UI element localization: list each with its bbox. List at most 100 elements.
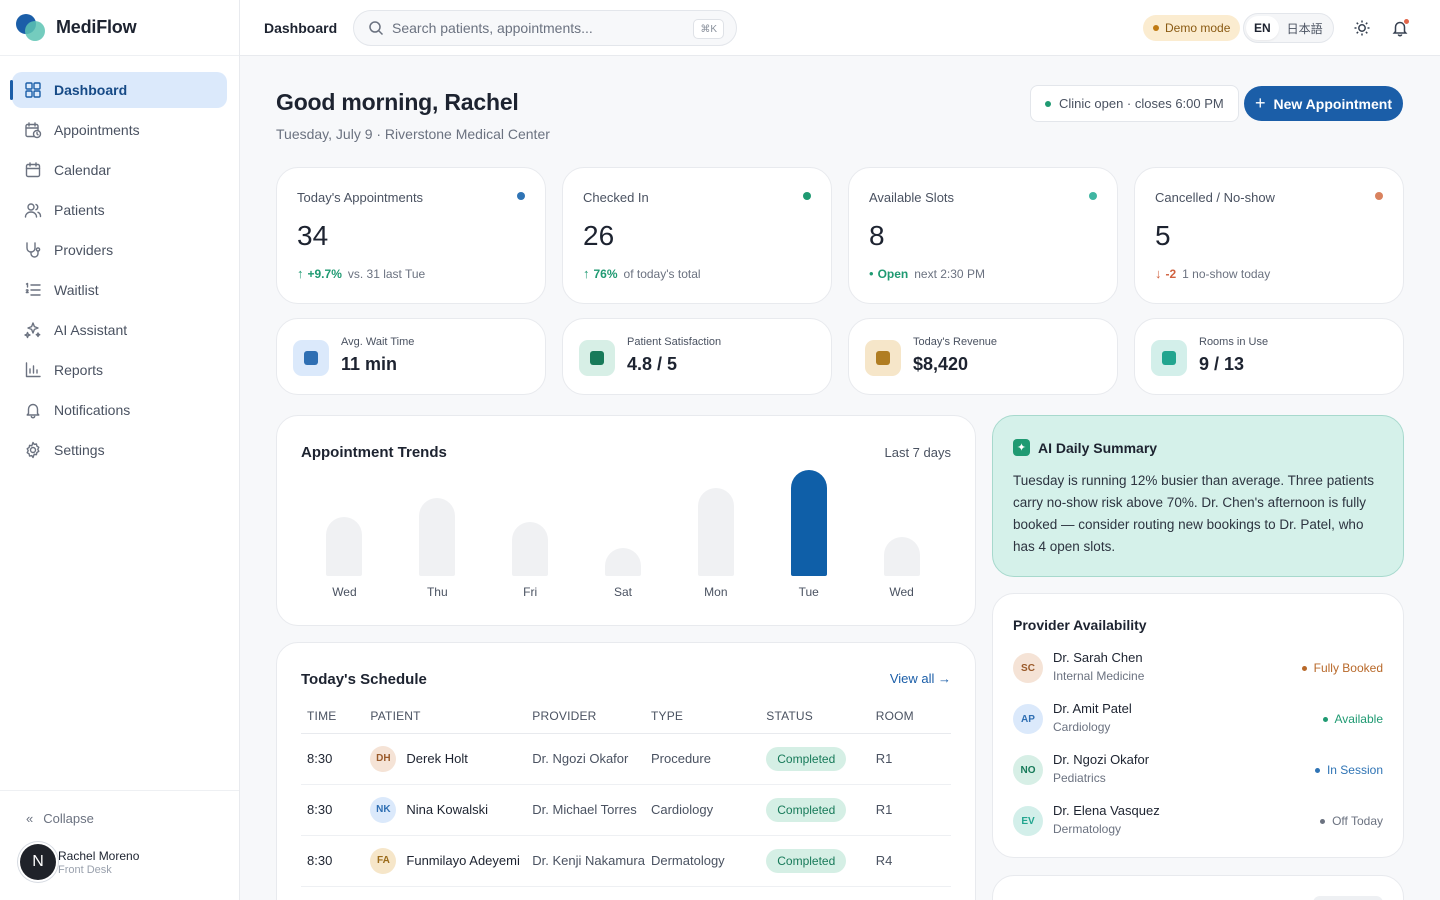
lang-en-button[interactable]: EN <box>1246 16 1279 40</box>
chart-bar[interactable] <box>512 522 549 576</box>
search-input[interactable] <box>392 20 682 36</box>
sidebar-item-waitlist[interactable]: Waitlist <box>12 272 227 308</box>
status-badge: In Session <box>1314 763 1383 777</box>
provider-cell: Dr. Ngozi Okafor <box>526 733 645 785</box>
type-cell: Procedure <box>644 733 761 785</box>
metric-card[interactable]: Patient Satisfaction 4.8 / 5 <box>562 318 832 395</box>
stat-change: -2 <box>1165 266 1177 281</box>
trends-title: Appointment Trends <box>301 444 447 461</box>
stat-card[interactable]: Available Slots 8 • Open next 2:30 PM <box>848 167 1118 304</box>
trends-range[interactable]: Last 7 days <box>884 445 952 460</box>
sidebar-item-calendar[interactable]: Calendar <box>12 152 227 188</box>
provider-name: Dr. Sarah Chen <box>1053 650 1143 665</box>
time-cell: 8:30 <box>301 835 365 887</box>
column-header[interactable]: PATIENT <box>364 699 527 734</box>
status-cell: Completed <box>760 835 870 887</box>
provider-row[interactable]: AP Dr. Amit Patel Cardiology Available <box>1013 701 1383 737</box>
stat-card[interactable]: Today's Appointments 34 ↑ +9.7% vs. 31 last … <box>276 167 546 304</box>
sidebar-item-settings[interactable]: Settings <box>12 432 227 468</box>
provider-row[interactable]: EV Dr. Elena Vasquez Dermatology Off Today <box>1013 803 1383 839</box>
sidebar-item-label: Calendar <box>54 162 111 178</box>
greeting: Good morning, Rachel <box>276 89 519 115</box>
sidebar-item-appointments[interactable]: Appointments <box>12 112 227 148</box>
chart-bar[interactable] <box>883 537 920 576</box>
sidebar-nav: Dashboard Appointments Calendar Patients Pro… <box>0 56 239 468</box>
stat-card[interactable]: Cancelled / No-show 5 ↓ -2 1 no-show today <box>1134 167 1404 304</box>
status-badge: Fully Booked <box>1301 661 1383 675</box>
sidebar: MediFlow Dashboard Appointments Calendar Pa… <box>0 0 240 900</box>
lang-ja-button[interactable]: 日本語 <box>1286 21 1323 36</box>
table-row[interactable]: 8:30 FA Funmilayo Adeyemi Dr. Kenji Nakamur… <box>301 835 951 887</box>
metric-card[interactable]: Today's Revenue $8,420 <box>848 318 1118 395</box>
chart-x-label: Wed <box>332 585 357 599</box>
column-header[interactable]: TIME <box>301 699 365 734</box>
metric-value: $8,420 <box>913 354 969 374</box>
stat-note: next 2:30 PM <box>914 266 985 281</box>
sidebar-item-ai-assistant[interactable]: AI Assistant <box>12 312 227 348</box>
brand[interactable]: MediFlow <box>0 0 239 56</box>
stat-label: Today's Appointments <box>297 190 424 205</box>
column-header[interactable]: TYPE <box>644 699 761 734</box>
time-cell: 8:30 <box>301 733 365 785</box>
provider-row[interactable]: NO Dr. Ngozi Okafor Pediatrics In Session <box>1013 752 1383 788</box>
bell-icon[interactable] <box>1389 17 1411 39</box>
sidebar-item-label: Appointments <box>54 122 140 138</box>
room-cell: R4 <box>869 835 951 887</box>
provider-name: Dr. Ngozi Okafor <box>1053 752 1150 767</box>
chart-bar[interactable] <box>326 517 363 576</box>
view-all-link[interactable]: View all → <box>889 671 951 686</box>
sidebar-item-providers[interactable]: Providers <box>12 232 227 268</box>
chart-bar[interactable] <box>697 488 734 576</box>
ai-summary-title: AI Daily Summary <box>1038 439 1158 456</box>
metric-icon <box>865 340 901 376</box>
column-header[interactable]: STATUS <box>760 699 870 734</box>
collapse-label: Collapse <box>43 811 94 826</box>
column-header[interactable]: PROVIDER <box>526 699 645 734</box>
status-dot <box>517 192 525 200</box>
provider-row[interactable]: SC Dr. Sarah Chen Internal Medicine Fully B… <box>1013 650 1383 686</box>
chart-x-label: Fri <box>523 585 538 599</box>
stat-change: +9.7% <box>307 266 342 281</box>
metric-label: Rooms in Use <box>1199 336 1269 348</box>
sidebar-item-reports[interactable]: Reports <box>12 352 227 388</box>
clinic-status: Clinic open · closes 6:00 PM <box>1030 85 1239 122</box>
avatar: AP <box>1013 704 1043 734</box>
ai-summary-header: ✦ AI Daily Summary <box>1013 439 1157 456</box>
page-title: Dashboard <box>264 19 338 36</box>
metric-card[interactable]: Avg. Wait Time 11 min <box>276 318 546 395</box>
table-row[interactable]: 8:30 NK Nina Kowalski Dr. Michael Torres Car… <box>301 784 951 836</box>
sidebar-item-label: Dashboard <box>54 82 128 98</box>
chevrons-left-icon: « <box>26 811 34 826</box>
table-row[interactable]: 8:30 DH Derek Holt Dr. Ngozi Okafor Procedur… <box>301 733 951 785</box>
avatar: SC <box>1013 653 1043 683</box>
patient-name[interactable]: Funmilayo Adeyemi <box>406 853 520 868</box>
stat-card[interactable]: Checked In 26 ↑ 76% of today's total <box>562 167 832 304</box>
chart-bar[interactable] <box>605 548 641 576</box>
trends-chart: Wed Thu Fri Sat Mon Tue Wed <box>301 468 951 599</box>
patient-name[interactable]: Derek Holt <box>406 751 468 766</box>
sidebar-item-dashboard[interactable]: Dashboard <box>10 72 227 108</box>
metric-label: Patient Satisfaction <box>627 336 722 348</box>
type-cell: Cardiology <box>644 784 761 836</box>
stat-footer: ↑ +9.7% vs. 31 last Tue <box>297 266 425 281</box>
metric-icon <box>579 340 615 376</box>
column-header[interactable]: ROOM <box>869 699 951 734</box>
stat-footer: ↑ 76% of today's total <box>583 266 701 281</box>
sidebar-item-patients[interactable]: Patients <box>12 192 227 228</box>
status-dot <box>1375 192 1383 200</box>
sidebar-item-notifications[interactable]: Notifications <box>12 392 227 428</box>
avatar: NK <box>370 796 397 823</box>
new-appointment-button[interactable]: + New Appointment <box>1244 86 1403 121</box>
plus-icon: + <box>1255 93 1266 113</box>
collapse-button[interactable]: « Collapse <box>0 791 239 826</box>
provider-name: Dr. Amit Patel <box>1053 701 1132 716</box>
avatar: DH <box>370 745 397 772</box>
metric-card[interactable]: Rooms in Use 9 / 13 <box>1134 318 1404 395</box>
search-box[interactable]: ⌘K <box>353 10 737 46</box>
sparkles-icon <box>24 321 42 339</box>
user-profile[interactable]: N Rachel Moreno Front Desk <box>0 826 239 880</box>
sun-icon[interactable] <box>1351 17 1373 39</box>
chart-bar[interactable] <box>790 470 827 576</box>
chart-bar[interactable] <box>419 498 456 576</box>
patient-name[interactable]: Nina Kowalski <box>406 802 489 817</box>
